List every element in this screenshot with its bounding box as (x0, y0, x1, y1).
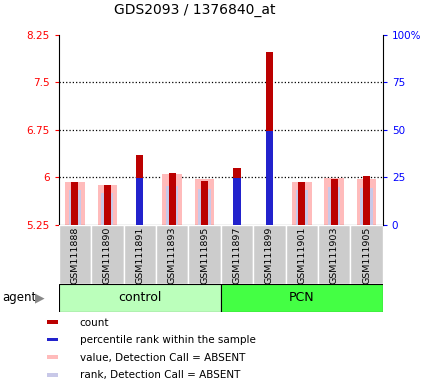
Bar (198, 189, 210, 225)
Bar (362, 176, 369, 225)
Bar (233, 168, 240, 225)
Bar (123, 225, 155, 284)
Text: control: control (118, 291, 161, 305)
Bar (162, 174, 181, 225)
Bar (101, 193, 113, 225)
Bar (291, 182, 311, 225)
Bar (59, 225, 91, 284)
Text: rank, Detection Call = ABSENT: rank, Detection Call = ABSENT (80, 370, 240, 380)
Text: percentile rank within the sample: percentile rank within the sample (80, 335, 255, 345)
Text: GSM111893: GSM111893 (167, 227, 176, 284)
Bar (71, 182, 78, 225)
Bar (47, 320, 58, 324)
Text: GSM111888: GSM111888 (70, 227, 79, 284)
Bar (265, 131, 272, 225)
Bar (327, 187, 339, 225)
Bar (265, 52, 272, 225)
Text: GDS2093 / 1376840_at: GDS2093 / 1376840_at (114, 3, 275, 17)
Bar (166, 186, 178, 225)
Text: count: count (80, 318, 109, 328)
Bar (136, 178, 143, 225)
Bar (233, 178, 240, 225)
Bar (220, 225, 253, 284)
Bar (324, 179, 343, 225)
Bar (201, 181, 207, 225)
Text: PCN: PCN (288, 291, 314, 305)
Text: agent: agent (2, 291, 36, 305)
Bar (317, 225, 350, 284)
Bar (65, 182, 85, 225)
Bar (298, 182, 305, 225)
Text: value, Detection Call = ABSENT: value, Detection Call = ABSENT (80, 353, 245, 362)
FancyBboxPatch shape (59, 284, 220, 312)
Text: GSM111897: GSM111897 (232, 227, 241, 284)
Bar (91, 225, 123, 284)
Bar (168, 173, 175, 225)
Bar (104, 185, 111, 225)
Bar (285, 225, 317, 284)
Bar (360, 188, 372, 225)
Bar (47, 355, 58, 359)
Bar (97, 185, 117, 225)
Bar (69, 190, 81, 225)
Bar (356, 179, 375, 225)
Text: GSM111890: GSM111890 (102, 227, 112, 284)
Text: GSM111891: GSM111891 (135, 227, 144, 284)
Bar (47, 373, 58, 377)
Bar (350, 225, 382, 284)
Bar (295, 190, 307, 225)
Bar (47, 338, 58, 341)
Text: GSM111903: GSM111903 (329, 227, 338, 284)
Bar (253, 225, 285, 284)
Text: GSM111895: GSM111895 (200, 227, 209, 284)
Text: ▶: ▶ (35, 291, 45, 305)
Bar (330, 179, 337, 225)
Bar (188, 225, 220, 284)
Bar (136, 155, 143, 225)
FancyBboxPatch shape (220, 284, 382, 312)
Bar (156, 225, 188, 284)
Text: GSM111905: GSM111905 (361, 227, 370, 284)
Bar (194, 179, 214, 225)
Text: GSM111901: GSM111901 (296, 227, 306, 284)
Text: GSM111899: GSM111899 (264, 227, 273, 284)
